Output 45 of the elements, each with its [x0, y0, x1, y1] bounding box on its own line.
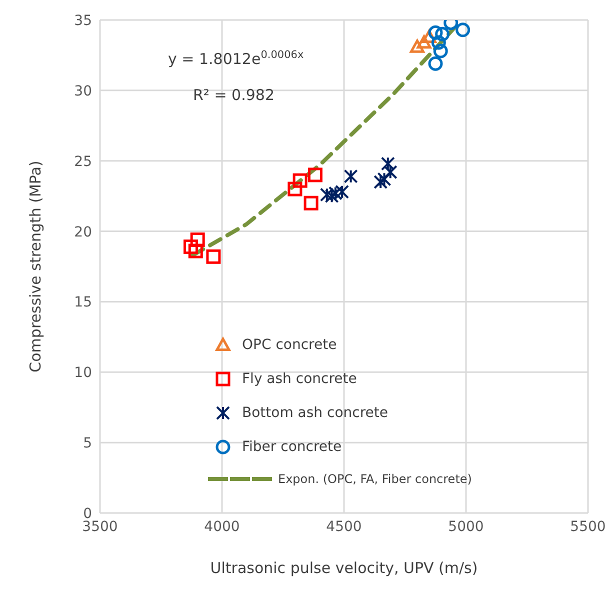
y-tick-label: 20: [74, 224, 92, 240]
y-tick-label: 15: [74, 294, 92, 311]
y-tick-label: 5: [83, 436, 92, 452]
point: [335, 184, 350, 199]
y-tick-label: 30: [74, 83, 92, 100]
point: [428, 56, 443, 71]
legend-label: Bottom ash concrete: [242, 405, 388, 421]
point: [304, 196, 318, 210]
point: [431, 35, 446, 50]
annotation: y = 1.8012e$^{0.0006x}$: [168, 49, 304, 68]
point: [374, 174, 388, 189]
point: [184, 240, 198, 254]
y-tick-label: 25: [74, 154, 92, 170]
x-tick-label: 5000: [448, 518, 484, 535]
legend-label: Expon. (OPC, FA, Fiber concrete): [278, 472, 472, 486]
y-axis-title: Compressive strength (MPa): [26, 160, 44, 372]
point: [433, 44, 448, 58]
point: [190, 232, 205, 247]
legend-label: Fiber concrete: [242, 439, 342, 455]
point: [383, 165, 398, 180]
point: [206, 249, 221, 264]
point: [456, 22, 470, 38]
point: [416, 35, 432, 49]
point: [377, 172, 392, 186]
x-axis-title: Ultrasonic pulse velocity, UPV (m/s): [210, 559, 478, 577]
legend-label: Fly ash concrete: [242, 371, 357, 387]
point: [344, 169, 358, 184]
annotation: R² = 0.982: [193, 86, 274, 104]
point: [380, 156, 395, 171]
point: [320, 188, 334, 202]
point: [428, 25, 443, 40]
point: [328, 186, 342, 200]
x-tick-label: 5500: [570, 518, 606, 535]
x-tick-label: 4000: [204, 518, 240, 535]
point: [288, 182, 302, 196]
point: [188, 244, 203, 258]
y-tick-label: 10: [74, 365, 92, 382]
point: [324, 189, 339, 204]
point: [308, 168, 322, 182]
point: [435, 26, 450, 42]
legend-label: OPC concrete: [242, 337, 337, 353]
point: [410, 40, 424, 53]
x-tick-label: 4500: [326, 518, 362, 535]
point: [292, 173, 308, 188]
y-tick-label: 35: [74, 12, 92, 29]
